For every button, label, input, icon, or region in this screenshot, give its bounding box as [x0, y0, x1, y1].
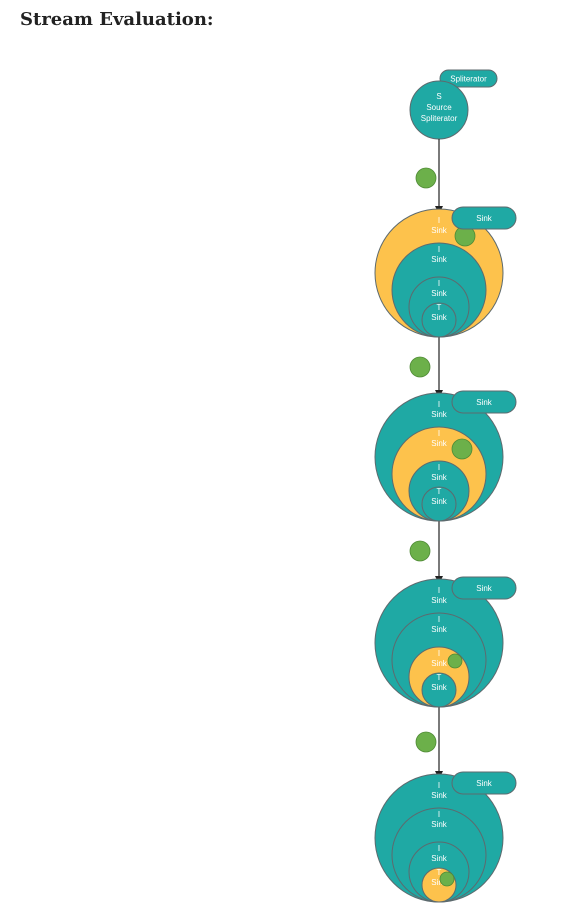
source-label-s: S: [436, 92, 441, 101]
sink-ring-2-3-kind: I: [438, 463, 440, 472]
sink-ring-3-4-kind: T: [437, 673, 442, 682]
sink-tag-4-label: Sink: [476, 779, 493, 788]
sink-ring-3-1-kind: I: [438, 586, 440, 595]
sink-tag-1-shape: [451, 206, 517, 230]
element-dot-between-1: [415, 167, 437, 189]
sink-ring-2-2-label: Sink: [431, 439, 448, 448]
sink-tag-4-shape: [451, 771, 517, 795]
sink-ring-1-3-kind: I: [438, 279, 440, 288]
sink-ring-4-3-label: Sink: [431, 854, 448, 863]
sink-tag-3-label: Sink: [476, 584, 493, 593]
sink-ring-1-1-kind: I: [438, 216, 440, 225]
sink-ring-2-1-label: Sink: [431, 410, 448, 419]
spliterator-tag: Spliterator: [439, 69, 498, 88]
element-dot-in-stage-4: [439, 871, 455, 887]
sink-tag-1-label: Sink: [476, 214, 493, 223]
element-dot-between-4: [415, 731, 437, 753]
sink-ring-4-3-kind: I: [438, 844, 440, 853]
sink-ring-2-4-kind: T: [437, 487, 442, 496]
sink-ring-3-3-kind: I: [438, 649, 440, 658]
sink-ring-1-4: [421, 302, 457, 338]
page-title: Stream Evaluation:: [20, 9, 214, 30]
spliterator-tag-label: Spliterator: [450, 75, 487, 84]
sink-ring-3-2-kind: I: [438, 615, 440, 624]
sink-tag-1: Sink: [451, 206, 517, 230]
sink-tag-3-shape: [451, 576, 517, 600]
sink-ring-2-4: [421, 486, 457, 522]
spliterator-tag-shape: [439, 69, 498, 88]
element-dot-in-stage-2: [451, 438, 473, 460]
sink-ring-3-4: [421, 672, 457, 708]
sink-tag-3: Sink: [451, 576, 517, 600]
sink-tag-2-label: Sink: [476, 398, 493, 407]
sink-ring-3-1-label: Sink: [431, 596, 448, 605]
sink-ring-4-2-label: Sink: [431, 820, 448, 829]
sink-ring-2-1-kind: I: [438, 400, 440, 409]
element-dot-between-3: [409, 540, 431, 562]
sink-ring-2-3-label: Sink: [431, 473, 448, 482]
sink-tag-4: Sink: [451, 771, 517, 795]
sink-ring-1-1-label: Sink: [431, 226, 448, 235]
sink-ring-4-4-kind: T: [437, 868, 442, 877]
sink-ring-3-3-label: Sink: [431, 659, 448, 668]
sink-tag-2: Sink: [451, 390, 517, 414]
sink-tag-2-shape: [451, 390, 517, 414]
sink-ring-4-2-kind: I: [438, 810, 440, 819]
sink-ring-3-4-label: Sink: [431, 683, 448, 692]
sink-ring-1-3-label: Sink: [431, 289, 448, 298]
sink-ring-2-2-kind: I: [438, 429, 440, 438]
sink-ring-4-1-kind: I: [438, 781, 440, 790]
sink-ring-1-2-kind: I: [438, 245, 440, 254]
source-label-source: Source: [426, 103, 452, 112]
element-dot-in-stage-3: [447, 653, 463, 669]
sink-ring-2-4-label: Sink: [431, 497, 448, 506]
source-label-spliterator: Spliterator: [421, 114, 458, 123]
element-dot-between-2: [409, 356, 431, 378]
sink-ring-1-4-label: Sink: [431, 313, 448, 322]
sink-ring-1-4-kind: T: [437, 303, 442, 312]
sink-ring-1-2-label: Sink: [431, 255, 448, 264]
sink-ring-4-1-label: Sink: [431, 791, 448, 800]
sink-ring-4-4-label: Sink: [431, 878, 448, 887]
sink-ring-3-2-label: Sink: [431, 625, 448, 634]
